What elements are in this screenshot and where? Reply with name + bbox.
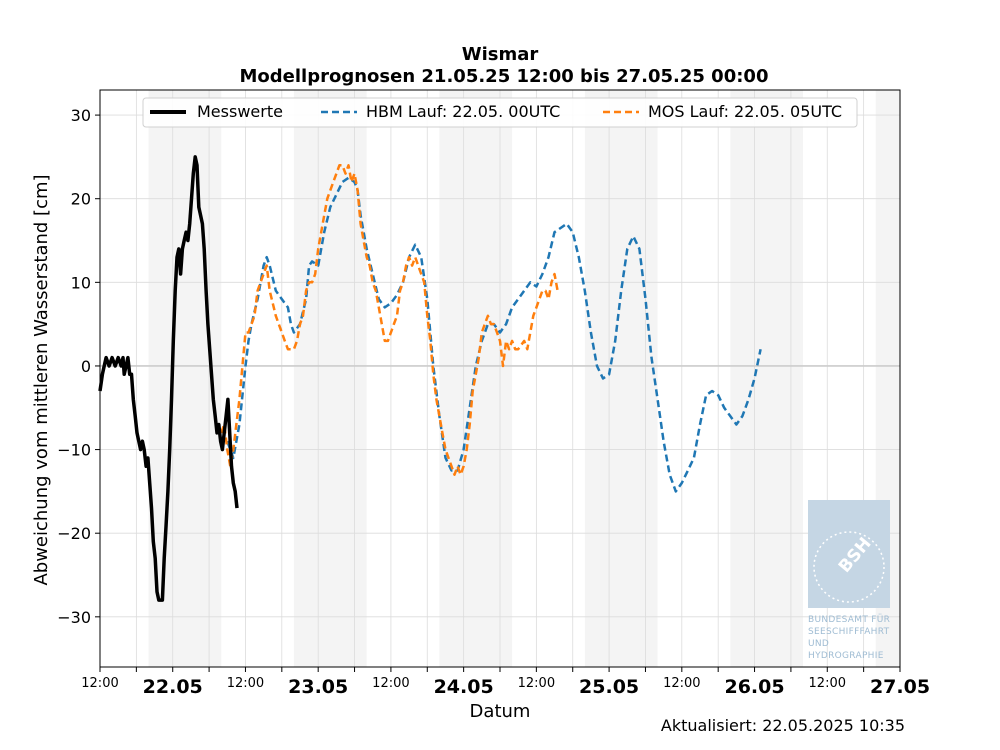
x-tick-label-date: 25.05 bbox=[579, 676, 639, 698]
logo-circle bbox=[813, 531, 885, 603]
legend-label-hbm: HBM Lauf: 22.05. 00UTC bbox=[366, 102, 560, 121]
night-band-4 bbox=[730, 90, 804, 667]
x-tick-label-time: 12:00 bbox=[809, 676, 846, 691]
chart-title: Wismar bbox=[462, 44, 539, 65]
y-tick-label: 20 bbox=[71, 190, 91, 209]
x-tick-label-date: 27.05 bbox=[870, 676, 930, 698]
grid-lines bbox=[100, 90, 900, 667]
y-tick-label: −20 bbox=[57, 524, 91, 543]
x-tick-label-time: 12:00 bbox=[227, 676, 264, 691]
legend-label-messwerte: Messwerte bbox=[197, 102, 283, 121]
y-tick-label: −30 bbox=[57, 608, 91, 627]
x-tick-label-time: 12:00 bbox=[663, 676, 700, 691]
series-line-hbm bbox=[226, 176, 762, 493]
updated-timestamp: Aktualisiert: 22.05.2025 10:35 bbox=[661, 716, 905, 735]
night-band-1 bbox=[293, 90, 367, 667]
x-tick-label-date: 22.05 bbox=[143, 676, 203, 698]
chart-subtitle: Modellprognosen 21.05.25 12:00 bis 27.05… bbox=[240, 66, 769, 87]
y-axis-label: Abweichung vom mittleren Wasserstand [cm… bbox=[31, 174, 52, 585]
x-axis-label: Datum bbox=[470, 701, 531, 722]
x-tick-label-time: 12:00 bbox=[518, 676, 555, 691]
bsh-logo: BSH BUNDESAMT FÜR SEESCHIFFFAHRT UND HYD… bbox=[808, 500, 890, 661]
logo-line-2: SEESCHIFFFAHRT bbox=[808, 627, 890, 637]
y-tick-label: −10 bbox=[57, 441, 91, 460]
series-layer bbox=[98, 155, 762, 602]
logo-line-4: HYDROGRAPHIE bbox=[808, 651, 884, 661]
x-tick-label-date: 26.05 bbox=[724, 676, 784, 698]
x-tick-label-date: 23.05 bbox=[288, 676, 348, 698]
y-axis-ticks: −30 −20 −10 0 10 20 30 bbox=[57, 106, 100, 627]
night-bands bbox=[148, 90, 900, 667]
x-tick-label-date: 24.05 bbox=[434, 676, 494, 698]
night-band-3 bbox=[584, 90, 658, 667]
legend: Messwerte HBM Lauf: 22.05. 00UTC MOS Lau… bbox=[142, 97, 858, 128]
series-line-mos bbox=[220, 164, 559, 476]
x-tick-label-time: 12:00 bbox=[372, 676, 409, 691]
legend-box bbox=[142, 97, 858, 128]
legend-label-mos: MOS Lauf: 22.05. 05UTC bbox=[648, 102, 842, 121]
night-band-2 bbox=[439, 90, 513, 667]
logo-line-3: UND bbox=[808, 639, 829, 649]
x-axis-ticks: 12:00 22.05 12:00 23.05 12:00 24.05 12:00 25.05… bbox=[81, 667, 930, 698]
x-tick-label-time: 12:00 bbox=[81, 676, 118, 691]
y-tick-label: 0 bbox=[81, 357, 91, 376]
y-tick-label: 10 bbox=[71, 273, 91, 292]
y-tick-label: 30 bbox=[71, 106, 91, 125]
logo-line-1: BUNDESAMT FÜR bbox=[808, 614, 890, 625]
series-line-messwerte bbox=[98, 155, 239, 602]
